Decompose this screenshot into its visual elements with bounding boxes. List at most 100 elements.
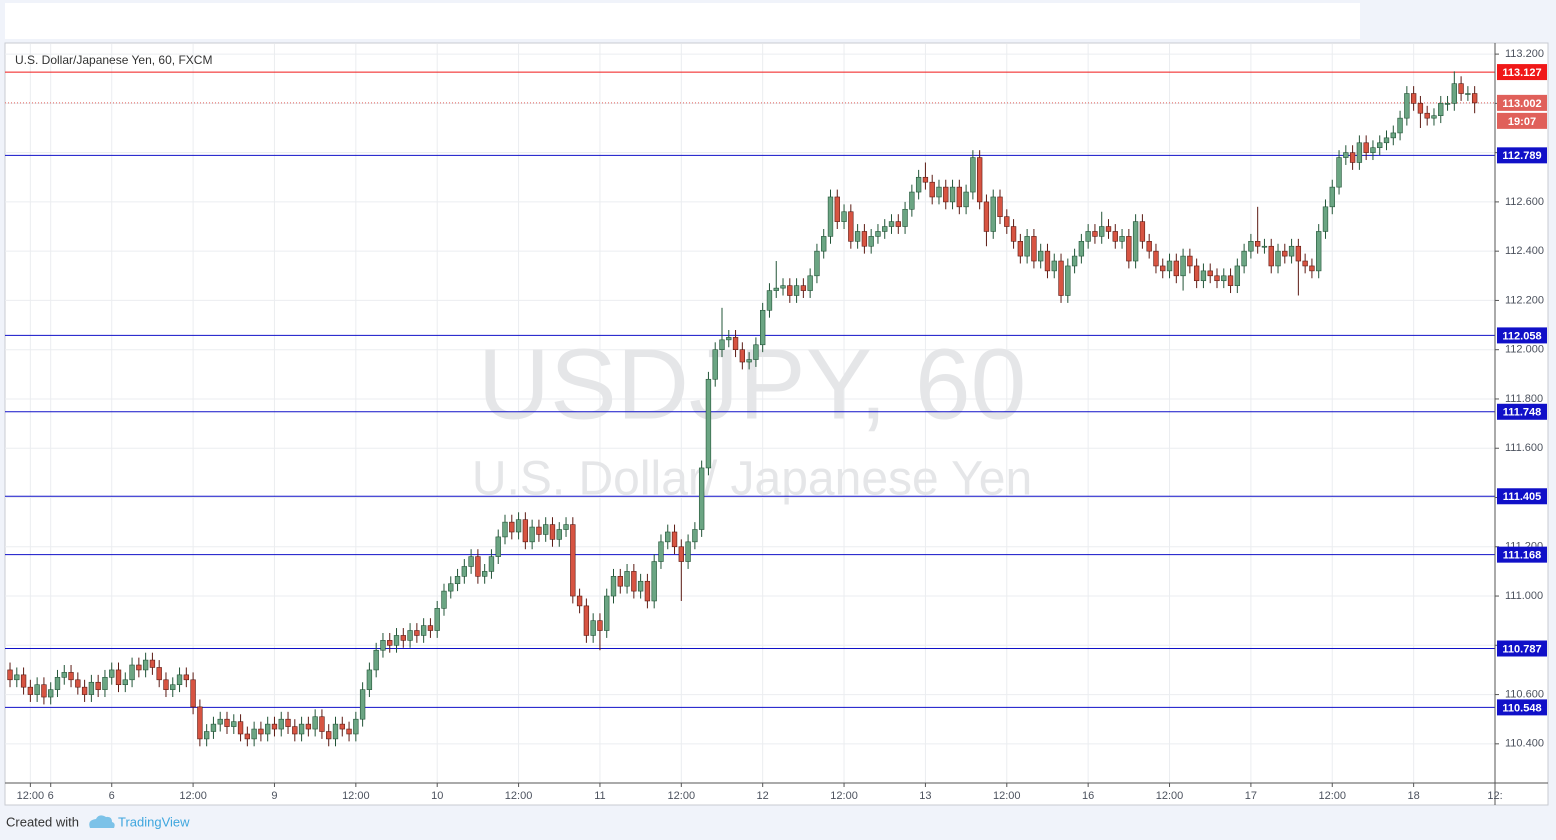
candle-body [366, 669, 373, 690]
candle-body [1349, 152, 1356, 163]
candle-body [902, 208, 908, 227]
candle-body [278, 718, 284, 730]
candle-body [909, 191, 915, 210]
x-tick-label: 12:00 [505, 790, 533, 802]
candle-body [1024, 236, 1030, 257]
candle-body [1126, 236, 1132, 262]
candle-body [88, 681, 95, 695]
candle-body [20, 674, 27, 688]
x-tick-label: 12: [1487, 790, 1502, 802]
y-tick-label: 112.600 [1505, 196, 1544, 208]
chart-title: U.S. Dollar/Japanese Yen, 60, FXCM [15, 53, 212, 67]
candle-body [556, 529, 562, 540]
candles [7, 71, 1478, 747]
candle-body [271, 723, 278, 730]
candle-body [617, 576, 623, 587]
levels [5, 71, 1495, 708]
candle-body [570, 524, 576, 597]
candle-body [1431, 115, 1437, 119]
candle-body [990, 196, 996, 232]
candle-body [448, 583, 454, 592]
candle-body [522, 519, 529, 543]
candle-body [1309, 265, 1315, 272]
candle-body [529, 526, 535, 543]
candle-body [821, 236, 827, 252]
candle-body [481, 571, 488, 577]
y-tick-label: 112.000 [1505, 344, 1544, 356]
candle-body [854, 231, 861, 242]
candle-body [251, 728, 257, 740]
footer-brand[interactable]: TradingView [118, 814, 190, 829]
candle-body [400, 635, 406, 641]
candle-body [129, 664, 135, 681]
last-price-label: 113.002 [1502, 98, 1541, 110]
candle-body [576, 595, 583, 607]
tradingview-logo[interactable] [89, 815, 115, 828]
candle-body [1424, 112, 1430, 119]
candle-body [732, 337, 739, 350]
candle-body [461, 566, 468, 577]
candle-body [760, 309, 766, 346]
candle-body [563, 524, 569, 530]
candle-body [1248, 241, 1254, 252]
candle-body [149, 659, 156, 668]
candle-body [1363, 142, 1369, 153]
candle-body [1451, 83, 1457, 104]
candle-body [1010, 226, 1017, 242]
candle-body [943, 186, 949, 203]
candle-body [54, 677, 61, 690]
candle-body [1207, 270, 1213, 277]
candle-body [1166, 260, 1173, 272]
candle-body [427, 625, 434, 631]
candle-body [1092, 231, 1098, 237]
candle-body [1071, 255, 1078, 267]
candle-body [536, 526, 542, 535]
last-price-label-box [1497, 94, 1547, 111]
candle-body [61, 672, 67, 678]
candle-body [1444, 103, 1451, 105]
candle-body [705, 378, 712, 469]
level-label: 113.127 [1502, 67, 1541, 79]
candle-body [1221, 275, 1227, 282]
candle-body [712, 349, 718, 380]
level-label: 111.405 [1503, 491, 1542, 503]
candle-body [1275, 250, 1281, 267]
candle-body [34, 684, 40, 695]
candle-body [719, 339, 725, 350]
candle-body [1343, 152, 1349, 158]
candle-body [265, 723, 271, 735]
candle-body [373, 649, 379, 671]
x-tick-label: 6 [109, 790, 115, 802]
candle-body [1017, 241, 1024, 257]
candle-body [753, 344, 759, 360]
y-tick-label: 112.400 [1505, 245, 1544, 257]
candle-body [861, 231, 868, 247]
candle-body [224, 718, 230, 727]
candle-body [326, 731, 332, 740]
candle-body [258, 728, 264, 735]
x-tick-label: 13 [919, 790, 931, 802]
candle-body [597, 620, 603, 631]
candle-body [692, 529, 698, 543]
level-label: 111.168 [1503, 550, 1542, 562]
candle-body [475, 556, 481, 577]
candle-body [359, 689, 366, 720]
candle-body [678, 546, 684, 562]
axes: 110.400110.600110.800111.000111.200111.4… [17, 48, 1547, 802]
level-label-box [1497, 699, 1547, 716]
candle-body [970, 157, 976, 193]
candle-body [1282, 250, 1288, 257]
candle-body [637, 580, 644, 592]
candle-body [1302, 260, 1308, 267]
candle-body [1153, 250, 1159, 267]
candle-body [292, 726, 298, 735]
candle-body [949, 186, 956, 203]
level-label-box [1497, 403, 1547, 420]
candle-body [407, 630, 413, 641]
level-label-box [1497, 147, 1547, 164]
x-tick-label: 11 [594, 790, 605, 802]
candle-body [793, 285, 800, 296]
x-tick-label: 17 [1245, 790, 1257, 802]
x-tick-label: 12:00 [830, 790, 858, 802]
candle-body [1058, 260, 1064, 296]
